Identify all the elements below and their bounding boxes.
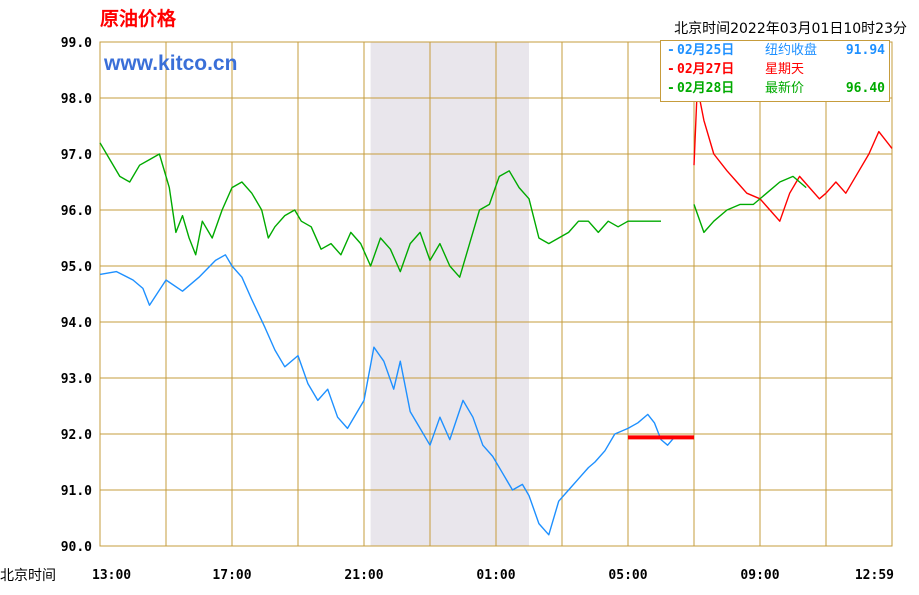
y-tick-label: 99.0 xyxy=(61,36,92,51)
legend-value-1: 91.94 xyxy=(845,43,885,58)
legend-dash-3: - xyxy=(667,81,675,96)
y-tick-label: 91.0 xyxy=(61,484,92,499)
y-tick-label: 93.0 xyxy=(61,372,92,387)
legend-row-1: - 02月25日 纽约收盘 91.94 xyxy=(661,41,889,60)
legend-date-2: 02月27日 xyxy=(677,62,735,77)
legend-label-1: 纽约收盘 xyxy=(765,43,818,58)
y-tick-label: 98.0 xyxy=(61,92,92,107)
chart-title: 原油价格 xyxy=(100,8,177,30)
y-tick-label: 94.0 xyxy=(61,316,92,331)
legend-label-2: 星期天 xyxy=(765,62,805,77)
x-tick-label: 01:00 xyxy=(476,568,515,583)
site-link[interactable]: www.kitco.cn xyxy=(104,52,238,75)
series-line-4 xyxy=(99,142,661,278)
legend: - 02月25日 纽约收盘 91.94 - 02月27日 星期天 - 02月28… xyxy=(660,40,890,102)
timestamp: 北京时间2022年03月01日10时23分 xyxy=(674,21,907,37)
shaded-region xyxy=(370,42,529,546)
legend-value-3: 96.40 xyxy=(845,81,885,96)
y-tick-label: 95.0 xyxy=(61,260,92,275)
y-tick-label: 90.0 xyxy=(61,540,92,555)
legend-dash-2: - xyxy=(667,62,675,77)
legend-dash-1: - xyxy=(667,43,675,58)
plot-frame xyxy=(99,41,893,547)
y-tick-label: 92.0 xyxy=(61,428,92,443)
legend-date-3: 02月28日 xyxy=(677,81,735,96)
series-line-1 xyxy=(99,254,675,536)
legend-label-3: 最新价 xyxy=(765,81,805,96)
series-line-3 xyxy=(693,86,893,222)
legend-row-3: - 02月28日 最新价 96.40 xyxy=(661,79,889,98)
x-tick-label: 09:00 xyxy=(740,568,779,583)
x-tick-label: 21:00 xyxy=(344,568,383,583)
x-axis-prefix: 北京时间 xyxy=(0,568,56,584)
y-tick-label: 97.0 xyxy=(61,148,92,163)
legend-date-1: 02月25日 xyxy=(677,43,735,58)
x-tick-label: 12:59 xyxy=(855,568,894,583)
series-line-5 xyxy=(693,175,807,234)
x-tick-label: 17:00 xyxy=(212,568,251,583)
x-tick-label: 05:00 xyxy=(608,568,647,583)
x-tick-label: 13:00 xyxy=(92,568,131,583)
y-tick-label: 96.0 xyxy=(61,204,92,219)
legend-row-2: - 02月27日 星期天 xyxy=(661,60,889,79)
